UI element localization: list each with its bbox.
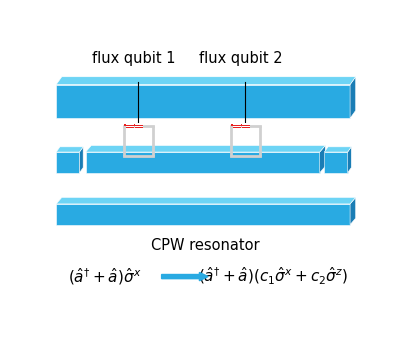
Polygon shape bbox=[126, 126, 134, 127]
Polygon shape bbox=[56, 204, 350, 225]
Polygon shape bbox=[135, 127, 143, 128]
Polygon shape bbox=[242, 127, 250, 128]
Polygon shape bbox=[242, 124, 250, 125]
Polygon shape bbox=[233, 124, 241, 125]
Text: flux qubit 1: flux qubit 1 bbox=[92, 51, 176, 66]
Polygon shape bbox=[324, 147, 351, 152]
Polygon shape bbox=[56, 77, 356, 85]
Polygon shape bbox=[56, 197, 356, 204]
Polygon shape bbox=[242, 126, 250, 127]
FancyArrow shape bbox=[162, 272, 208, 281]
Polygon shape bbox=[348, 147, 351, 173]
Polygon shape bbox=[350, 197, 356, 225]
Text: CPW resonator: CPW resonator bbox=[151, 238, 259, 253]
Polygon shape bbox=[135, 126, 143, 127]
Polygon shape bbox=[242, 125, 250, 126]
Polygon shape bbox=[124, 125, 141, 126]
Polygon shape bbox=[126, 125, 134, 126]
Polygon shape bbox=[135, 124, 143, 125]
Polygon shape bbox=[124, 123, 141, 124]
Polygon shape bbox=[135, 125, 143, 126]
Polygon shape bbox=[56, 85, 350, 118]
Polygon shape bbox=[233, 127, 241, 128]
Polygon shape bbox=[124, 124, 141, 125]
Text: $(\hat{a}^{\dagger}+\hat{a})\hat{\sigma}^x$: $(\hat{a}^{\dagger}+\hat{a})\hat{\sigma}… bbox=[68, 266, 141, 287]
Text: $(\hat{a}^{\dagger}+\hat{a})(c_1\hat{\sigma}^x+c_2\hat{\sigma}^z)$: $(\hat{a}^{\dagger}+\hat{a})(c_1\hat{\si… bbox=[198, 266, 348, 287]
Polygon shape bbox=[56, 147, 83, 152]
Polygon shape bbox=[350, 77, 356, 118]
Polygon shape bbox=[86, 152, 320, 173]
Polygon shape bbox=[230, 125, 248, 126]
Polygon shape bbox=[233, 126, 241, 127]
Polygon shape bbox=[324, 152, 348, 173]
Polygon shape bbox=[320, 146, 325, 173]
Text: flux qubit 2: flux qubit 2 bbox=[199, 51, 282, 66]
Polygon shape bbox=[80, 147, 83, 173]
Polygon shape bbox=[126, 127, 134, 128]
Polygon shape bbox=[126, 124, 134, 125]
Polygon shape bbox=[86, 146, 325, 152]
Polygon shape bbox=[230, 123, 248, 124]
Polygon shape bbox=[230, 124, 248, 125]
Polygon shape bbox=[56, 152, 80, 173]
Polygon shape bbox=[233, 125, 241, 126]
